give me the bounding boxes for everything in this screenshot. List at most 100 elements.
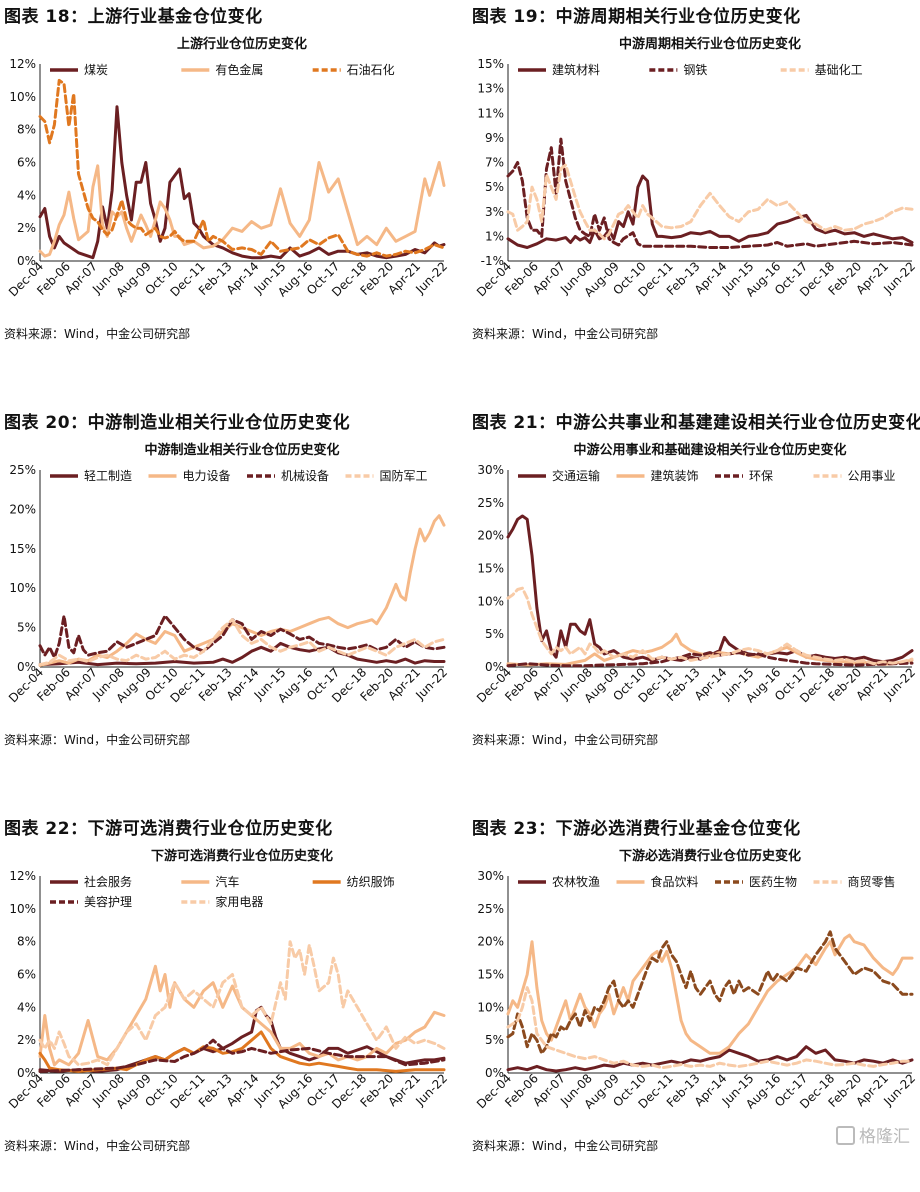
figure-heading: 图表 19：中游周期相关行业仓位历史变化 — [472, 7, 801, 27]
chart-title: 下游可选消费行业仓位历史变化 — [151, 848, 333, 864]
y-tick-label: 20% — [477, 529, 504, 543]
y-tick-label: 12% — [9, 869, 36, 883]
y-tick-label: 25% — [477, 496, 504, 510]
y-tick-label: 10% — [9, 902, 36, 916]
figure-heading: 图表 22：下游可选消费行业仓位历史变化 — [4, 819, 333, 839]
chart-panel-21: 图表 21：中游公共事业和基建建设相关行业仓位历史变化 中游公用事业和基础建设相… — [468, 406, 920, 786]
chart-title: 中游制造业相关行业仓位历史变化 — [144, 442, 339, 458]
series-line — [38, 1005, 446, 1073]
y-tick-label: 15% — [477, 968, 504, 982]
chart-title: 下游必选消费行业仓位历史变化 — [619, 848, 801, 864]
y-tick-label: 10% — [477, 594, 504, 608]
y-tick-label: 25% — [477, 902, 504, 916]
legend-item: 石油石化 — [312, 63, 395, 77]
figure-heading: 图表 23：下游必选消费行业基金仓位变化 — [472, 819, 801, 839]
y-tick-label: 10% — [477, 1000, 504, 1014]
y-tick-label: 3% — [485, 205, 504, 219]
y-tick-label: 5% — [485, 627, 504, 641]
y-tick-label: 10% — [9, 581, 36, 595]
y-tick-label: 20% — [9, 502, 36, 516]
legend-item: 机械设备 — [247, 468, 329, 483]
legend-item: 环保 — [715, 469, 773, 483]
legend-label: 家用电器 — [215, 894, 263, 909]
legend-label: 公用事业 — [848, 469, 896, 483]
legend-label: 钢铁 — [683, 63, 707, 77]
y-tick-label: 15% — [9, 542, 36, 556]
series-line — [38, 514, 446, 667]
watermark-text: 格隆汇 — [859, 1127, 910, 1147]
chart-title: 中游周期相关行业仓位历史变化 — [619, 36, 801, 52]
y-tick-label: 5% — [17, 621, 36, 635]
y-tick-label: 30% — [477, 869, 504, 883]
y-tick-label: 2% — [17, 221, 36, 235]
watermark-logo-icon — [836, 1126, 855, 1145]
legend-item: 建筑材料 — [518, 62, 600, 77]
legend-item: 基础化工 — [780, 63, 863, 77]
legend-item: 国防军工 — [345, 468, 428, 483]
legend-item: 交通运输 — [518, 468, 600, 483]
series-line — [506, 986, 914, 1070]
chart-panel-20: 图表 20：中游制造业相关行业仓位历史变化 中游制造业相关行业仓位历史变化 轻工制… — [0, 406, 450, 786]
series-line — [506, 933, 914, 1055]
y-tick-label: 0% — [485, 660, 504, 674]
y-tick-label: 7% — [485, 156, 504, 170]
chart-panel-22: 图表 22：下游可选消费行业仓位历史变化 下游可选消费行业仓位历史变化社会服务 汽… — [0, 812, 450, 1192]
legend-item: 家用电器 — [181, 894, 263, 909]
series-line — [38, 641, 446, 667]
legend-label: 建筑装饰 — [651, 468, 699, 483]
legend-label: 食品饮料 — [651, 874, 699, 889]
y-tick-label: -1% — [481, 254, 504, 268]
source-note: 资料来源：Wind，中金公司研究部 — [4, 1139, 191, 1153]
legend-item: 社会服务 — [50, 874, 132, 889]
series-line — [506, 163, 914, 241]
y-tick-label: 4% — [17, 1000, 36, 1014]
source-note: 资料来源：Wind，中金公司研究部 — [472, 733, 659, 747]
series-line — [38, 78, 446, 258]
y-tick-label: 8% — [17, 935, 36, 949]
chart-title: 上游行业仓位历史变化 — [177, 36, 307, 52]
legend-label: 国防军工 — [380, 468, 428, 483]
y-tick-label: 5% — [485, 180, 504, 194]
legend-item: 有色金属 — [181, 62, 263, 77]
y-tick-label: 15% — [477, 562, 504, 576]
legend-label: 建筑材料 — [552, 62, 600, 77]
series-line — [38, 940, 446, 1067]
chart-panel-19: 图表 19：中游周期相关行业仓位历史变化 中游周期相关行业仓位历史变化建筑材料 钢… — [468, 0, 918, 380]
series-line — [506, 930, 914, 1055]
y-tick-label: 0% — [485, 1066, 504, 1080]
y-tick-label: 30% — [477, 463, 504, 477]
legend-item: 农林牧渔 — [518, 875, 600, 889]
legend-item: 公用事业 — [813, 469, 896, 483]
legend-label: 纺织服饰 — [347, 875, 395, 889]
legend-item: 医药生物 — [715, 875, 797, 889]
figure-heading: 图表 18：上游行业基金仓位变化 — [4, 7, 263, 27]
y-tick-label: 4% — [17, 188, 36, 202]
y-tick-label: 8% — [17, 123, 36, 137]
legend-item: 轻工制造 — [50, 469, 132, 483]
figure-heading: 图表 20：中游制造业相关行业仓位历史变化 — [4, 413, 351, 433]
y-tick-label: 25% — [9, 463, 36, 477]
watermark: 格隆汇 — [836, 1122, 910, 1147]
series-line — [506, 174, 914, 249]
source-note: 资料来源：Wind，中金公司研究部 — [4, 733, 191, 747]
y-tick-label: 6% — [17, 968, 36, 982]
y-tick-label: 10% — [9, 90, 36, 104]
legend-label: 轻工制造 — [84, 469, 132, 483]
source-note: 资料来源：Wind，中金公司研究部 — [472, 1139, 659, 1153]
legend-item: 纺织服饰 — [312, 875, 395, 889]
legend-label: 基础化工 — [815, 63, 863, 77]
chart-panel-18: 图表 18：上游行业基金仓位变化 上游行业仓位历史变化 煤炭 有色金属 石油石化 0% 2… — [0, 0, 450, 380]
series-line — [506, 514, 914, 664]
legend-label: 汽车 — [215, 874, 239, 889]
legend-label: 农林牧渔 — [552, 875, 600, 889]
y-tick-label: 0% — [17, 660, 36, 674]
legend-item: 建筑装饰 — [616, 468, 699, 483]
chart-panel-23: 图表 23：下游必选消费行业基金仓位变化 下游必选消费行业仓位历史变化农林牧渔 食… — [468, 812, 918, 1192]
legend-label: 石油石化 — [347, 63, 395, 77]
y-tick-label: 0% — [17, 254, 36, 268]
